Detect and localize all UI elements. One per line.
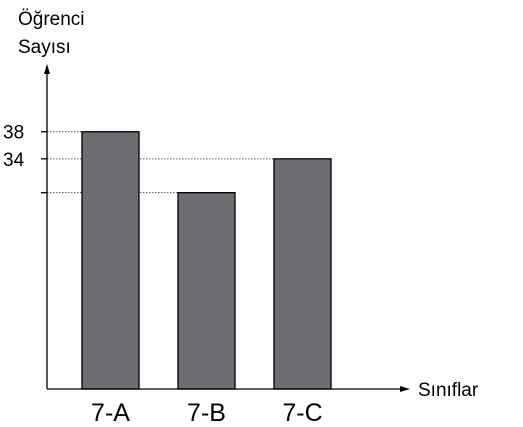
y-tick-label: 34 — [3, 150, 25, 171]
y-axis-label-line-2: Sayısı — [18, 37, 71, 58]
y-axis-label-line-1: Öğrenci — [18, 9, 85, 30]
bar-7-a — [81, 131, 140, 390]
bar-7-c — [273, 158, 332, 390]
x-ticks: 7-A 7-B 7-C — [91, 399, 323, 427]
y-tick-label: 38 — [3, 123, 24, 144]
bar-7-b — [177, 192, 236, 390]
axes — [44, 64, 410, 392]
x-tick-label: 7-B — [187, 399, 226, 427]
x-tick-label: 7-C — [282, 399, 322, 427]
guide-lines — [47, 131, 274, 194]
x-axis-label: Sınıflar — [418, 380, 479, 401]
x-axis-arrow-icon — [400, 386, 410, 392]
x-tick-label: 7-A — [91, 399, 130, 427]
y-axis-arrow-icon — [44, 64, 50, 74]
bars — [81, 131, 332, 390]
